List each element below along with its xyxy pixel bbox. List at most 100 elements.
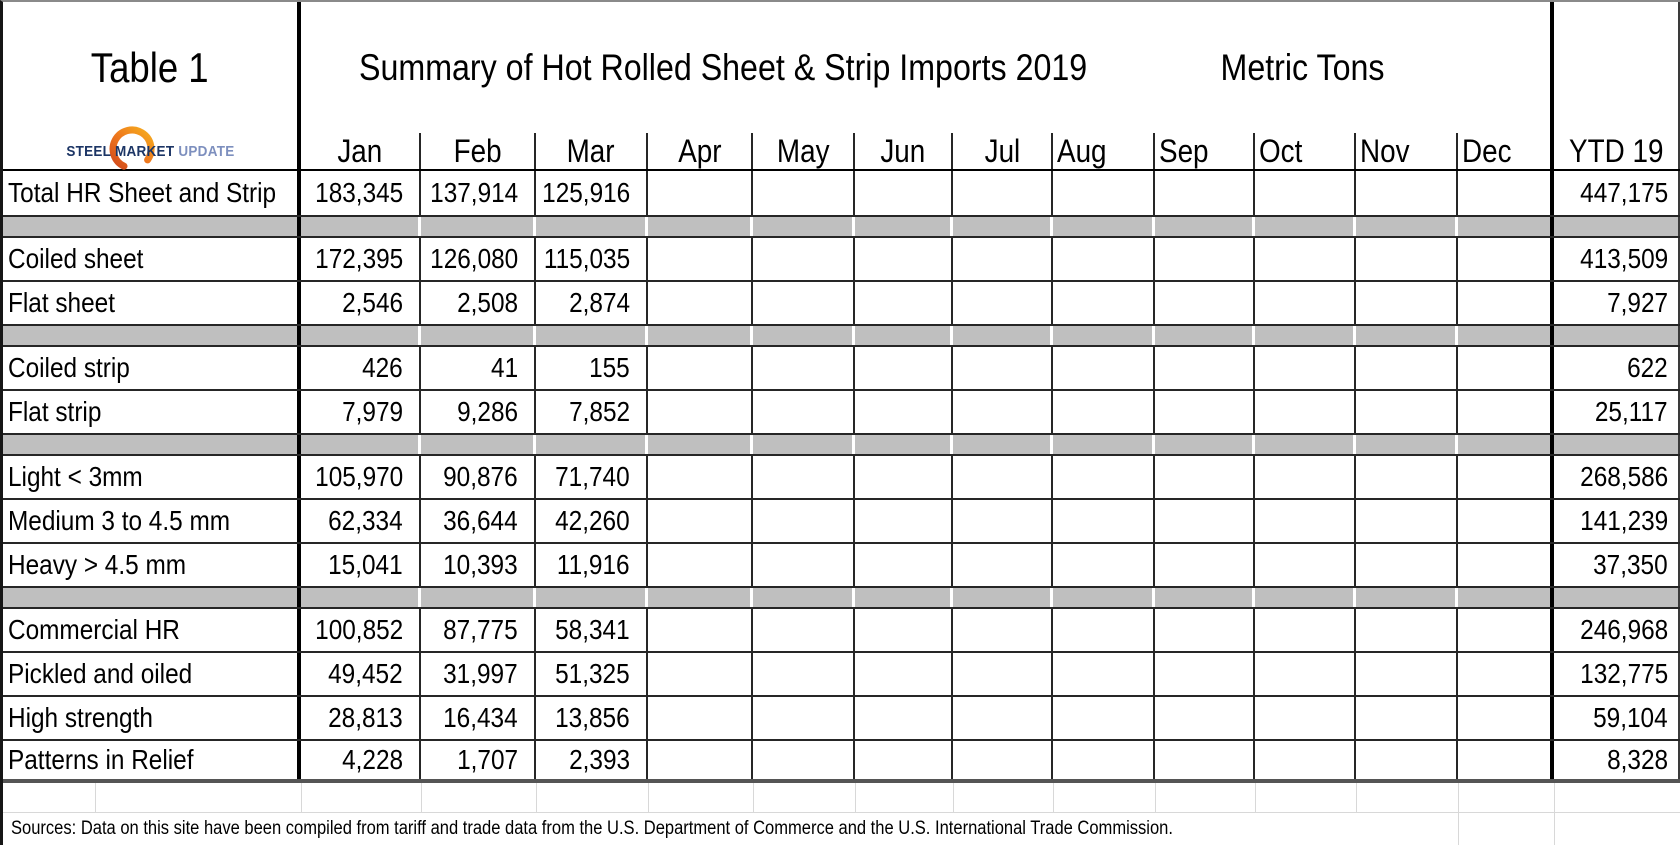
logo-wrap: STEEL MARKET UPDATE: [66, 126, 234, 170]
separator-cell: [1255, 588, 1356, 607]
column-header-label: Aug: [1057, 132, 1107, 169]
cell-oct: [1255, 697, 1356, 739]
cell-jun: [855, 391, 953, 433]
cell-sep: [1155, 609, 1255, 651]
cell-jun: [855, 347, 953, 389]
separator-cell: [648, 217, 753, 236]
separator-cell: [953, 588, 1053, 607]
separator-cell: [3, 435, 301, 454]
gridline: [1356, 783, 1357, 812]
separator-cell: [1155, 435, 1255, 454]
cell-ytd-19: 447,175: [1554, 171, 1680, 215]
empty-corner-cell: [1554, 2, 1680, 133]
table-row: Heavy > 4.5 mm 15,041 10,393 11,916 37,350: [3, 542, 1680, 586]
gridline: [855, 783, 856, 812]
cell-feb: 16,434: [421, 697, 536, 739]
cell-aug: [1053, 347, 1155, 389]
cell-jan: 49,452: [301, 653, 421, 695]
cell-sep: [1155, 500, 1255, 542]
cell-value: 1,707: [457, 744, 518, 775]
cell-nov: [1356, 544, 1458, 586]
separator-cell: [953, 217, 1053, 236]
cell-apr: [648, 171, 753, 215]
row-label-cell: Flat strip: [3, 391, 301, 433]
cell-nov: [1356, 609, 1458, 651]
separator-cell: [1053, 217, 1155, 236]
cell-value: 58,341: [555, 614, 630, 645]
separator-row: [3, 433, 1680, 454]
logo-word-steel: STEEL: [65, 142, 111, 160]
column-header-nov: Nov: [1356, 133, 1458, 169]
separator-cell: [855, 326, 953, 345]
cell-nov: [1356, 238, 1458, 280]
cell-value: 7,927: [1607, 287, 1668, 318]
cell-jul: [953, 391, 1053, 433]
cell-nov: [1356, 741, 1458, 779]
cell-value: 426: [362, 352, 403, 383]
separator-cell: [301, 435, 421, 454]
cell-dec: [1458, 282, 1554, 324]
column-header-dec: Dec: [1458, 133, 1554, 169]
cell-nov: [1356, 347, 1458, 389]
column-header-jan: Jan: [301, 133, 421, 169]
cell-sep: [1155, 653, 1255, 695]
cell-feb: 1,707: [421, 741, 536, 779]
cell-jan: 15,041: [301, 544, 421, 586]
cell-dec: [1458, 171, 1554, 215]
separator-cell: [1255, 217, 1356, 236]
cell-feb: 41: [421, 347, 536, 389]
column-header-sep: Sep: [1155, 133, 1255, 169]
row-label: Flat sheet: [8, 287, 115, 318]
cell-value: 71,740: [555, 461, 630, 492]
cell-jun: [855, 500, 953, 542]
cell-nov: [1356, 171, 1458, 215]
cell-mar: 71,740: [536, 456, 648, 498]
logo-text: STEEL MARKET UPDATE: [66, 143, 234, 160]
table-row: Pickled and oiled 49,452 31,997 51,325 132,7…: [3, 651, 1680, 695]
title-cell: Summary of Hot Rolled Sheet & Strip Impo…: [301, 2, 1554, 133]
separator-cell: [536, 217, 648, 236]
cell-value: 13,856: [555, 702, 630, 733]
cell-jul: [953, 171, 1053, 215]
cell-value: 132,775: [1579, 658, 1668, 689]
cell-ytd-19: 246,968: [1554, 609, 1680, 651]
cell-jan: 28,813: [301, 697, 421, 739]
cell-may: [753, 544, 855, 586]
cell-value: 7,852: [569, 396, 630, 427]
cell-sep: [1155, 347, 1255, 389]
table-row: Light < 3mm 105,970 90,876 71,740 268,586: [3, 454, 1680, 498]
row-label: Coiled strip: [8, 352, 130, 383]
separator-cell: [536, 435, 648, 454]
separator-cell: [1356, 217, 1458, 236]
separator-cell: [953, 326, 1053, 345]
column-header-label: Jan: [337, 132, 383, 169]
separator-cell: [1255, 435, 1356, 454]
cell-may: [753, 391, 855, 433]
row-label: Medium 3 to 4.5 mm: [8, 505, 231, 536]
table-label: Table 1: [91, 43, 209, 91]
cell-jul: [953, 500, 1053, 542]
row-label-cell: Total HR Sheet and Strip: [3, 171, 301, 215]
cell-jul: [953, 697, 1053, 739]
cell-sep: [1155, 171, 1255, 215]
gridline: [95, 783, 96, 812]
cell-apr: [648, 653, 753, 695]
separator-cell: [536, 326, 648, 345]
column-header-label: Sep: [1159, 132, 1209, 169]
row-label-cell: Heavy > 4.5 mm: [3, 544, 301, 586]
cell-value: 10,393: [443, 549, 518, 580]
column-header-label: Nov: [1360, 132, 1410, 169]
gridline: [753, 783, 754, 812]
cell-aug: [1053, 171, 1155, 215]
gridline: [1255, 783, 1256, 812]
separator-cell: [421, 217, 536, 236]
cell-value: 2,546: [342, 287, 403, 318]
row-label-cell: High strength: [3, 697, 301, 739]
gridline: [1458, 783, 1459, 812]
cell-ytd-19: 141,239: [1554, 500, 1680, 542]
cell-value: 11,916: [557, 549, 630, 580]
separator-cell: [753, 435, 855, 454]
column-header-label: Oct: [1259, 132, 1303, 169]
cell-jun: [855, 697, 953, 739]
